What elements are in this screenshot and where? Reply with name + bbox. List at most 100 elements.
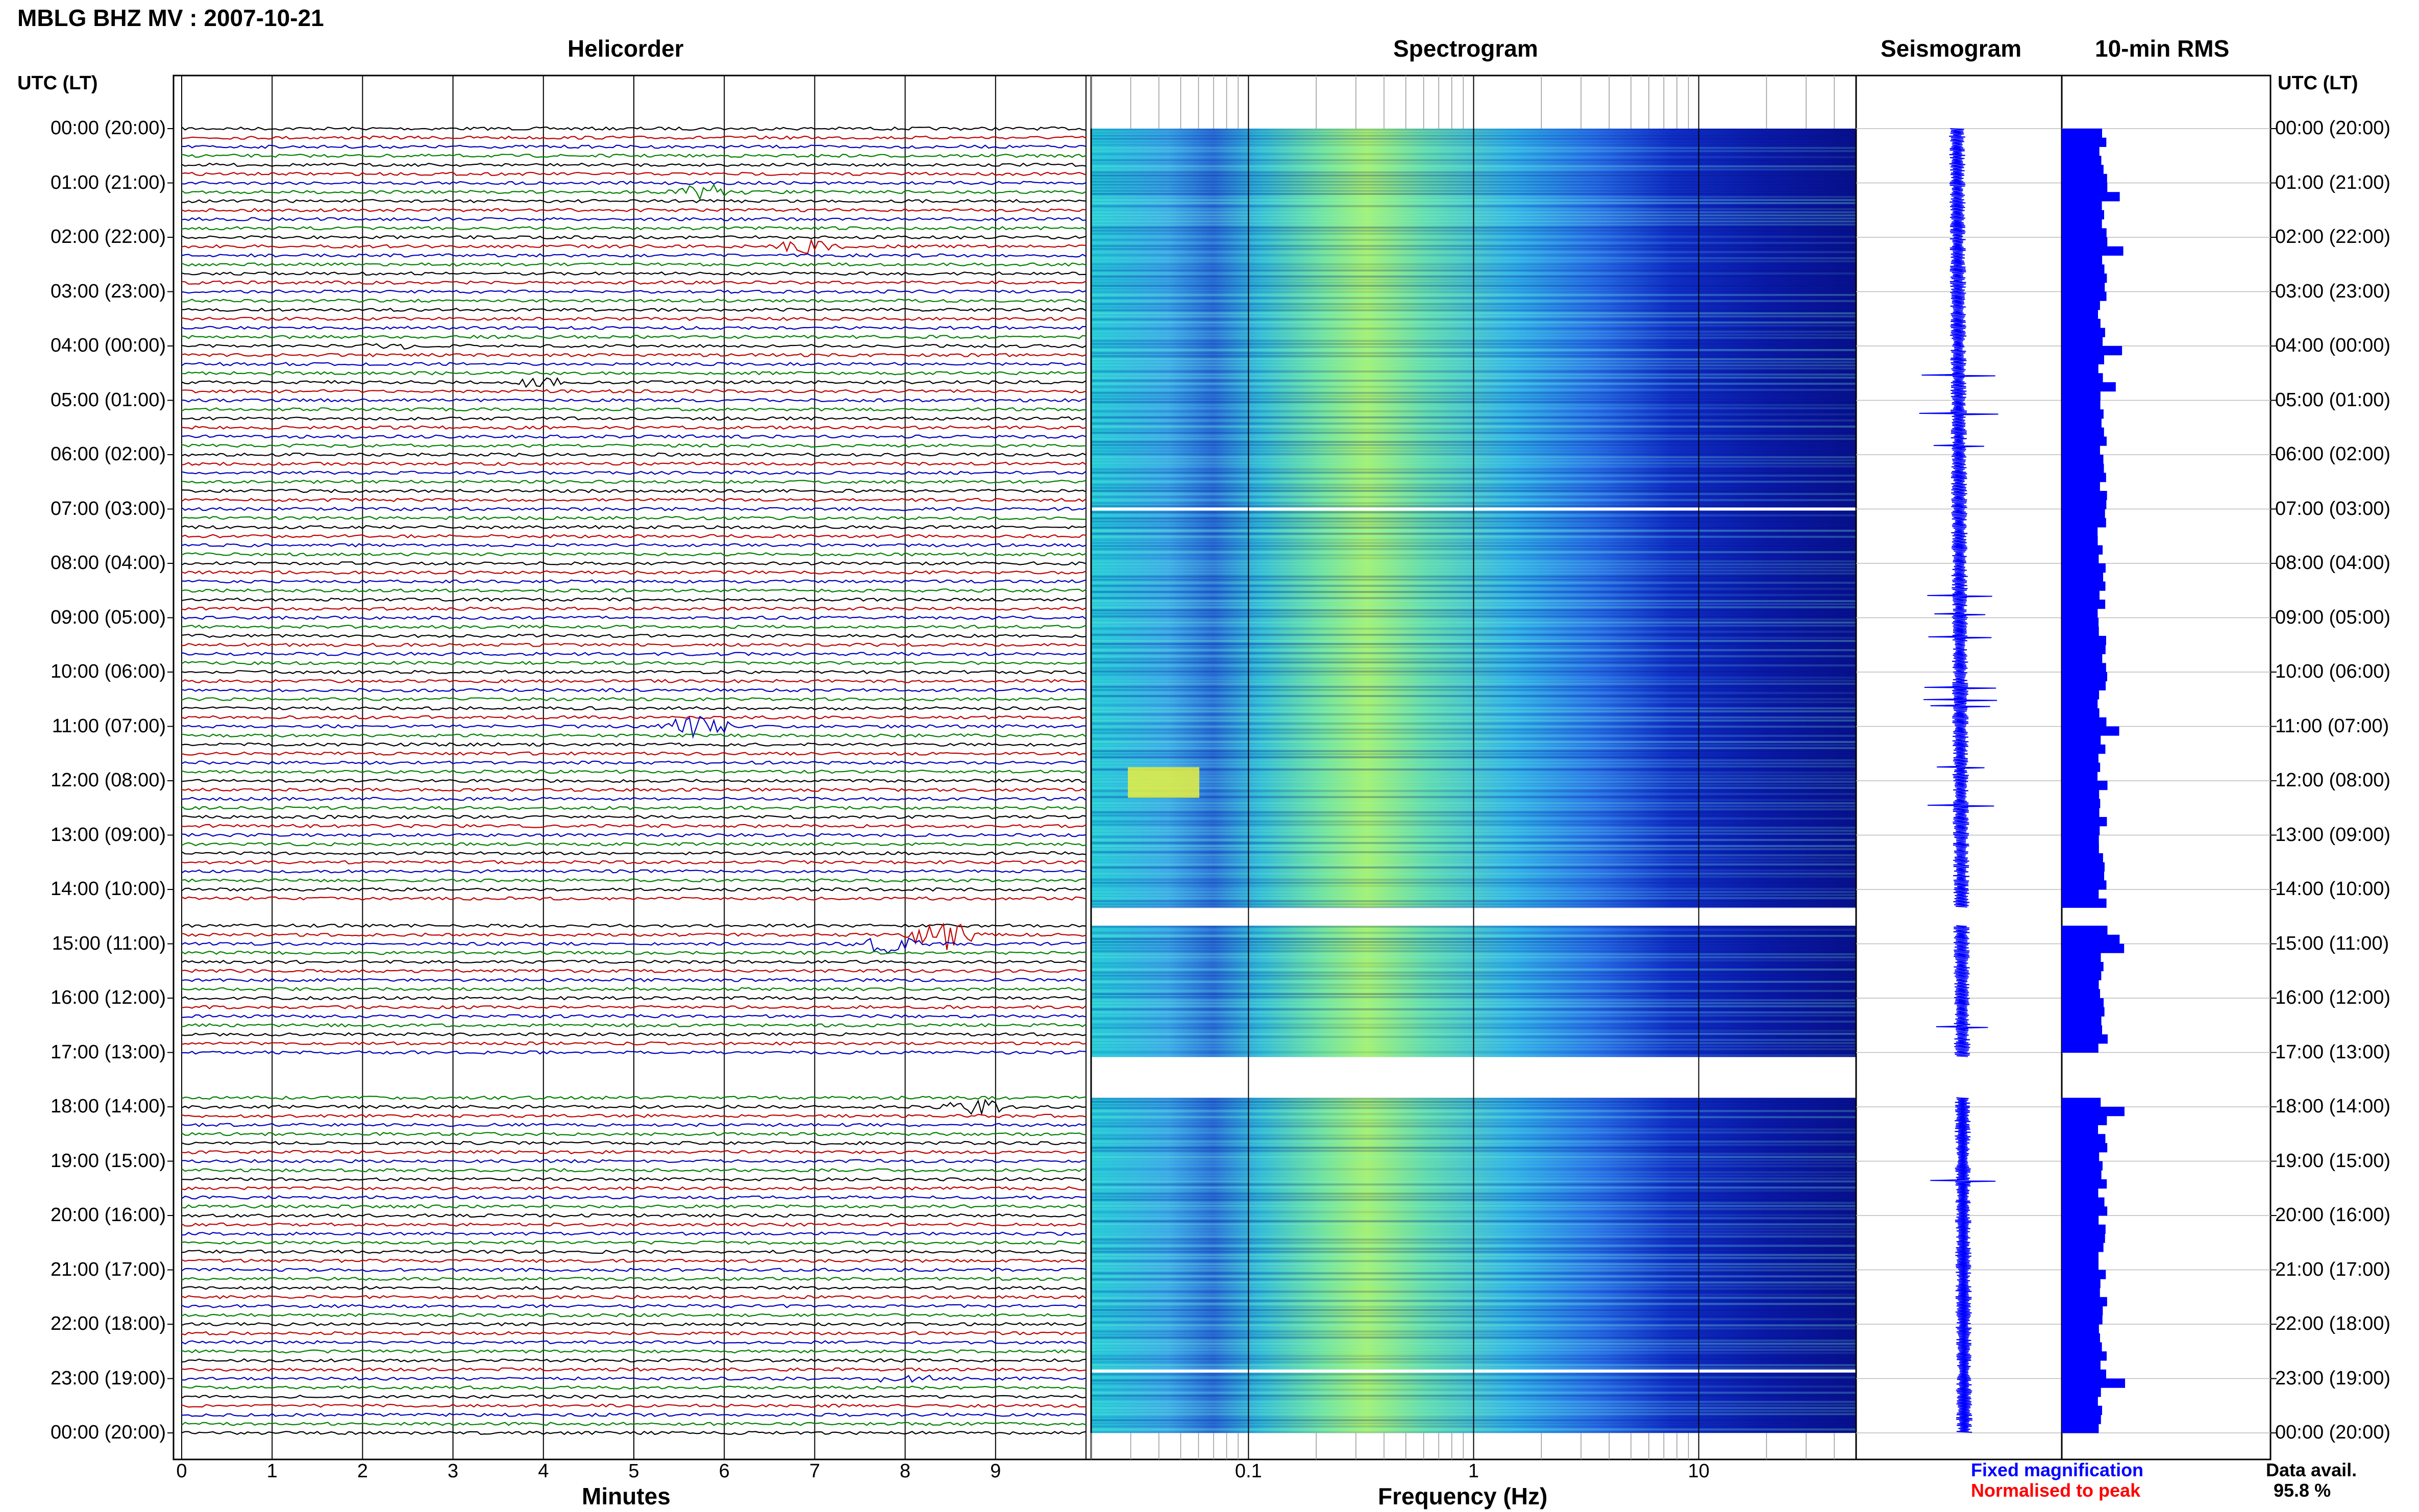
helicorder-trace bbox=[181, 652, 1087, 656]
helicorder-trace bbox=[181, 778, 1087, 783]
frequency-tick-label: 10 bbox=[1688, 1460, 1710, 1482]
helicorder-trace bbox=[181, 326, 1086, 330]
time-tick-label: 02:00 (22:00) bbox=[50, 226, 166, 247]
helicorder-trace bbox=[181, 715, 1086, 739]
rms-bar bbox=[2062, 1143, 2108, 1153]
page-title: MBLG BHZ MV : 2007-10-21 bbox=[17, 5, 324, 31]
helicorder-trace bbox=[181, 280, 1087, 285]
rms-bar bbox=[2062, 708, 2100, 718]
rms-bar bbox=[2062, 346, 2122, 356]
helicorder-trace bbox=[181, 986, 1087, 992]
minute-tick-label: 4 bbox=[538, 1460, 549, 1482]
rms-bar bbox=[2062, 455, 2104, 464]
helicorder-trace bbox=[181, 1385, 1087, 1390]
rms-bar bbox=[2062, 228, 2107, 238]
rms-bar bbox=[2062, 1387, 2101, 1397]
rms-bar bbox=[2062, 572, 2104, 582]
time-tick-label: 00:00 (20:00) bbox=[50, 1422, 166, 1443]
time-tick-label: 23:00 (19:00) bbox=[50, 1367, 166, 1389]
minute-tick-label: 3 bbox=[448, 1460, 459, 1482]
helicorder-trace bbox=[181, 1014, 1087, 1019]
rms-bar bbox=[2062, 1288, 2100, 1298]
time-tick-label: 06:00 (02:00) bbox=[50, 443, 166, 465]
time-tick-label: 15:00 (11:00) bbox=[2275, 932, 2389, 954]
rms-bar bbox=[2062, 717, 2107, 727]
rms-bar bbox=[2062, 672, 2107, 682]
rms-bar bbox=[2062, 781, 2108, 790]
rms-bar bbox=[2062, 255, 2103, 265]
helicorder-trace bbox=[181, 1249, 1087, 1254]
helicorder-trace bbox=[181, 1349, 1087, 1354]
time-tick-label: 18:00 (14:00) bbox=[50, 1096, 166, 1117]
helicorder-trace bbox=[181, 443, 1086, 448]
rms-bar bbox=[2062, 600, 2106, 609]
helicorder-trace bbox=[181, 171, 1087, 176]
rms-bar bbox=[2062, 1034, 2108, 1044]
rms-bar bbox=[2062, 518, 2106, 528]
rms-bar bbox=[2062, 391, 2101, 401]
helicorder-trace bbox=[181, 1123, 1087, 1127]
seismogram-title: Seismogram bbox=[1881, 35, 2022, 62]
helicorder-trace bbox=[181, 923, 1087, 928]
rms-bar bbox=[2062, 1397, 2098, 1406]
seismogram-trace bbox=[1930, 1097, 1996, 1433]
time-tick-label: 22:00 (18:00) bbox=[50, 1313, 166, 1334]
rms-bar bbox=[2062, 328, 2105, 337]
helicorder-trace bbox=[181, 507, 1087, 511]
helicorder-trace bbox=[181, 208, 1087, 212]
minute-tick-label: 8 bbox=[900, 1460, 911, 1482]
helicorder-trace bbox=[181, 126, 1087, 131]
helicorder-plot bbox=[167, 75, 1092, 1460]
rms-bar bbox=[2062, 436, 2107, 446]
helicorder-trace bbox=[181, 833, 1087, 837]
rms-bar bbox=[2062, 735, 2101, 745]
helicorder-trace bbox=[181, 1098, 1087, 1117]
rms-bar bbox=[2062, 146, 2100, 156]
rms-bar bbox=[2062, 427, 2104, 437]
helicorder-trace bbox=[181, 1430, 1087, 1435]
helicorder-trace bbox=[181, 1005, 1087, 1010]
helicorder-trace bbox=[181, 1150, 1087, 1154]
rms-bar bbox=[2062, 554, 2099, 564]
helicorder-trace bbox=[181, 642, 1087, 647]
helicorder-trace bbox=[181, 842, 1087, 847]
rms-bar bbox=[2062, 337, 2103, 346]
rms-bar bbox=[2062, 681, 2106, 690]
rms-bar bbox=[2062, 382, 2116, 392]
rms-bar bbox=[2062, 853, 2103, 863]
helicorder-trace bbox=[181, 851, 1087, 856]
rms-bar bbox=[2062, 1107, 2125, 1117]
helicorder-trace bbox=[181, 1231, 1087, 1236]
frequency-tick-label: 1 bbox=[1468, 1460, 1479, 1482]
rms-bar bbox=[2062, 545, 2103, 555]
helicorder-trace bbox=[181, 362, 1087, 366]
helicorder-trace bbox=[181, 922, 1087, 950]
helicorder-trace bbox=[181, 1241, 1087, 1245]
rms-bar bbox=[2062, 1016, 2102, 1026]
rms-bar bbox=[2062, 219, 2102, 229]
rms-bar bbox=[2062, 1415, 2101, 1424]
time-tick-label: 07:00 (03:00) bbox=[2275, 498, 2391, 519]
rms-bar bbox=[2062, 1279, 2101, 1288]
rms-bar bbox=[2062, 1216, 2099, 1225]
helicorder-trace bbox=[181, 969, 1087, 973]
rms-bar bbox=[2062, 1297, 2107, 1306]
rms-bar bbox=[2062, 192, 2120, 202]
time-tick-label: 12:00 (08:00) bbox=[2275, 770, 2391, 791]
time-tick-label: 05:00 (01:00) bbox=[2275, 389, 2391, 411]
time-tick-label: 00:00 (20:00) bbox=[2275, 117, 2391, 139]
time-tick-label: 11:00 (07:00) bbox=[52, 715, 166, 737]
time-tick-label: 11:00 (07:00) bbox=[2275, 715, 2389, 737]
frequency-tick-label: 0.1 bbox=[1235, 1460, 1262, 1482]
helicorder-trace bbox=[181, 1367, 1087, 1372]
time-tick-label: 19:00 (15:00) bbox=[50, 1150, 166, 1172]
helicorder-trace bbox=[181, 299, 1087, 303]
seismogram-plot bbox=[1855, 75, 2063, 1460]
time-tick-label: 01:00 (21:00) bbox=[50, 171, 166, 193]
rms-bar bbox=[2062, 745, 2106, 754]
rms-bar bbox=[2062, 844, 2099, 854]
helicorder-trace bbox=[181, 1041, 1087, 1046]
rms-bar bbox=[2062, 129, 2103, 138]
time-tick-label: 15:00 (11:00) bbox=[52, 932, 166, 954]
helicorder-trace bbox=[181, 733, 1087, 738]
